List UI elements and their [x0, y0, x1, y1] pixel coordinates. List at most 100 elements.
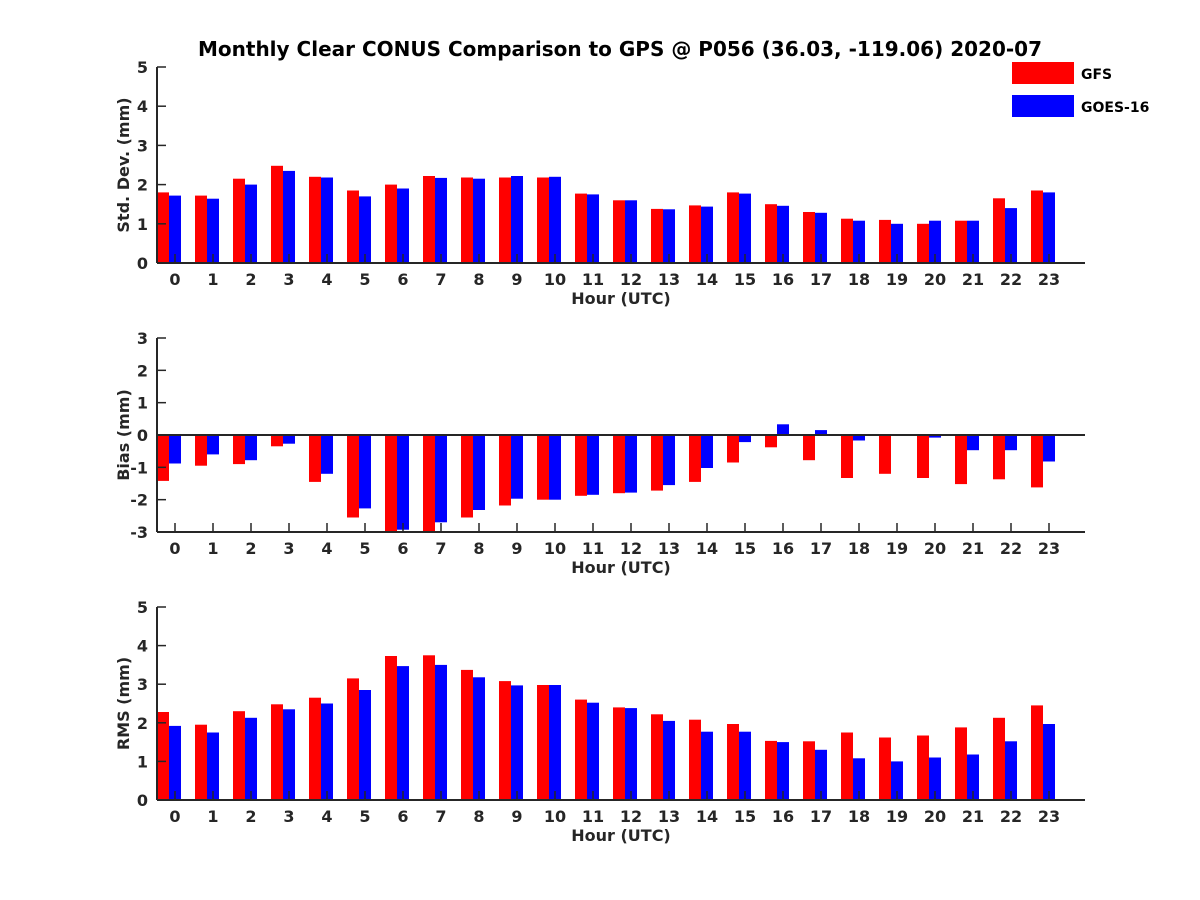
- rms-ytick-label: 4: [137, 637, 148, 656]
- bias-bar-goes16-h15: [739, 435, 751, 443]
- bias-xtick-label: 12: [620, 539, 642, 558]
- bias-xtick-label: 13: [658, 539, 680, 558]
- bias-xtick-label: 2: [245, 539, 256, 558]
- rms-bar-goes16-h12: [625, 708, 637, 800]
- stddev-bar-goes16-h22: [1005, 208, 1017, 263]
- bias-bar-gfs-h19: [879, 435, 891, 474]
- bias-bar-gfs-h5: [347, 435, 359, 518]
- bias-bar-goes16-h18: [853, 435, 865, 441]
- bias-bar-goes16-h9: [511, 435, 523, 499]
- stddev-xtick-label: 5: [359, 270, 370, 289]
- bias-ylabel: Bias (mm): [114, 389, 133, 481]
- bias-bar-gfs-h0: [157, 435, 169, 481]
- rms-xtick-label: 6: [397, 807, 408, 826]
- rms-ytick-label: 2: [137, 714, 148, 733]
- stddev-bar-gfs-h5: [347, 190, 359, 263]
- stddev-xtick-label: 10: [544, 270, 566, 289]
- stddev-ytick-label: 1: [137, 215, 148, 234]
- stddev-bar-goes16-h17: [815, 212, 827, 263]
- rms-xtick-label: 19: [886, 807, 908, 826]
- rms-xtick-label: 18: [848, 807, 870, 826]
- rms-bar-gfs-h23: [1031, 705, 1043, 800]
- rms-xtick-label: 20: [924, 807, 946, 826]
- rms-bar-gfs-h4: [309, 697, 321, 800]
- bias-bar-goes16-h20: [929, 435, 941, 438]
- stddev-bar-goes16-h7: [435, 177, 447, 263]
- rms-xtick-label: 14: [696, 807, 718, 826]
- stddev-xtick-label: 18: [848, 270, 870, 289]
- stddev-xtick-label: 20: [924, 270, 946, 289]
- bias-bar-gfs-h1: [195, 435, 207, 466]
- rms-bar-gfs-h19: [879, 737, 891, 800]
- bias-xtick-label: 19: [886, 539, 908, 558]
- stddev-bar-gfs-h9: [499, 177, 511, 263]
- stddev-xtick-label: 9: [511, 270, 522, 289]
- stddev-xlabel: Hour (UTC): [571, 289, 671, 308]
- bias-bar-goes16-h3: [283, 435, 295, 444]
- stddev-bar-gfs-h18: [841, 218, 853, 263]
- bias-xtick-label: 17: [810, 539, 832, 558]
- bias-bar-goes16-h21: [967, 435, 979, 451]
- bias-xtick-label: 20: [924, 539, 946, 558]
- bias-bar-gfs-h16: [765, 435, 777, 448]
- bias-bar-goes16-h7: [435, 435, 447, 523]
- rms-xtick-label: 17: [810, 807, 832, 826]
- bias-bar-goes16-h2: [245, 435, 257, 461]
- bias-xtick-label: 15: [734, 539, 756, 558]
- rms-bar-goes16-h13: [663, 720, 675, 800]
- rms-xtick-label: 7: [435, 807, 446, 826]
- bias-bar-goes16-h17: [815, 430, 827, 435]
- bias-xtick-label: 3: [283, 539, 294, 558]
- rms-xtick-label: 16: [772, 807, 794, 826]
- bias-bar-goes16-h22: [1005, 435, 1017, 451]
- bias-bar-gfs-h18: [841, 435, 853, 478]
- stddev-xtick-label: 15: [734, 270, 756, 289]
- stddev-bar-gfs-h16: [765, 204, 777, 263]
- rms-bar-goes16-h15: [739, 731, 751, 800]
- bias-xtick-label: 22: [1000, 539, 1022, 558]
- stddev-bar-gfs-h0: [157, 192, 169, 263]
- stddev-xtick-label: 16: [772, 270, 794, 289]
- stddev-bar-gfs-h19: [879, 219, 891, 263]
- bias-ytick-label: 3: [137, 329, 148, 348]
- bias-bar-gfs-h6: [385, 435, 397, 532]
- bias-bar-gfs-h10: [537, 435, 549, 500]
- legend-label-goes16: GOES-16: [1081, 100, 1149, 116]
- rms-bar-gfs-h22: [993, 717, 1005, 800]
- rms-bar-goes16-h10: [549, 685, 561, 800]
- stddev-xtick-label: 4: [321, 270, 332, 289]
- stddev-bar-goes16-h0: [169, 195, 181, 263]
- bias-bar-goes16-h16: [777, 424, 789, 435]
- bias-bar-gfs-h12: [613, 435, 625, 494]
- stddev-bar-goes16-h4: [321, 177, 333, 263]
- bias-bar-goes16-h12: [625, 435, 637, 493]
- rms-bar-gfs-h11: [575, 699, 587, 800]
- stddev-xtick-label: 2: [245, 270, 256, 289]
- stddev-bar-goes16-h13: [663, 209, 675, 263]
- stddev-bar-goes16-h12: [625, 200, 637, 263]
- bias-ytick-label: 2: [137, 361, 148, 380]
- rms-ytick-label: 1: [137, 752, 148, 771]
- stddev-ytick-label: 0: [137, 254, 148, 273]
- stddev-xtick-label: 21: [962, 270, 984, 289]
- rms-xtick-label: 12: [620, 807, 642, 826]
- stddev-bar-gfs-h23: [1031, 190, 1043, 263]
- bias-bar-goes16-h13: [663, 435, 675, 486]
- bias-bar-goes16-h14: [701, 435, 713, 468]
- stddev-bar-gfs-h1: [195, 195, 207, 263]
- rms-bar-goes16-h18: [853, 758, 865, 800]
- bias-xtick-label: 23: [1038, 539, 1060, 558]
- bias-bar-gfs-h8: [461, 435, 473, 518]
- bias-bar-gfs-h7: [423, 435, 435, 532]
- rms-xtick-label: 10: [544, 807, 566, 826]
- bias-ytick-label: -2: [130, 491, 148, 510]
- stddev-xtick-label: 13: [658, 270, 680, 289]
- legend-swatch-goes16: [1012, 95, 1074, 117]
- rms-xtick-label: 2: [245, 807, 256, 826]
- stddev-bar-gfs-h15: [727, 192, 739, 263]
- rms-bar-gfs-h18: [841, 732, 853, 800]
- stddev-xtick-label: 6: [397, 270, 408, 289]
